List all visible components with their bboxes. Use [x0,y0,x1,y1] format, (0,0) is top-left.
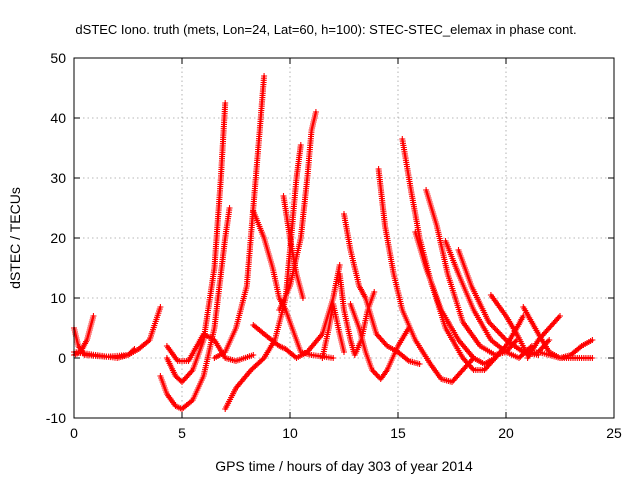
series-4 [157,205,233,412]
series-25 [492,313,527,361]
y-tick-label: 30 [50,170,66,186]
series-group [71,73,596,412]
x-tick-label: 0 [70,425,78,441]
series-markers [276,109,319,313]
y-tick-label: -10 [46,410,66,426]
y-axis-label: dSTEC / TECUs [7,187,23,289]
x-tick-label: 5 [178,425,186,441]
series-markers [535,349,596,361]
series-markers [211,73,268,361]
y-tick-label: 10 [50,290,66,306]
series-markers [163,100,229,385]
series-20 [423,187,520,358]
series-markers [319,301,347,361]
x-tick-label: 10 [282,425,298,441]
chart-title: dSTEC Iono. truth (mets, Lon=24, Lat=60,… [75,22,576,37]
series-17 [375,166,477,385]
y-tick-label: 40 [50,110,66,126]
series-markers [250,208,337,361]
series-markers [524,313,563,361]
series-13 [319,301,347,361]
series-markers [492,313,527,361]
series-26 [524,313,563,361]
x-tick-label: 15 [390,425,406,441]
y-tick-label: 20 [50,230,66,246]
series-markers [423,187,520,358]
series-trail [224,143,302,411]
series-markers [163,331,257,364]
grid [74,58,614,418]
series-19 [412,229,509,367]
series-6 [163,331,257,364]
y-tick-label: 0 [58,350,66,366]
x-tick-label: 20 [498,425,514,441]
series-markers [347,301,412,382]
series-markers [157,205,233,412]
series-27 [535,349,596,361]
series-markers [250,262,343,361]
series-15 [336,271,378,358]
series-5 [163,100,229,385]
ticks [73,57,615,419]
x-tick-label: 25 [606,425,622,441]
series-12 [276,109,319,313]
series-18 [399,136,499,373]
series-8 [211,73,268,361]
series-markers [412,229,509,367]
series-16 [347,301,412,382]
y-tick-label: 50 [50,50,66,66]
series-markers [375,166,477,385]
x-axis-label: GPS time / hours of day 303 of year 2014 [215,458,473,474]
